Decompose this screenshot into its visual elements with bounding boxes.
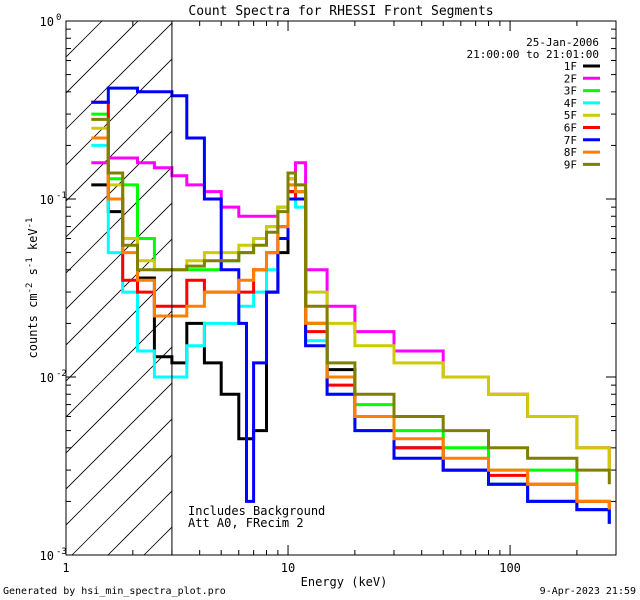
legend-label: 9F: [564, 158, 577, 171]
hatch-stroke: [66, 310, 172, 418]
date-label: 25-Jan-2006: [526, 36, 599, 49]
annotation-background: Includes Background: [188, 504, 325, 518]
y-tick-exponent: -2: [56, 369, 67, 379]
hatch-stroke: [66, 238, 172, 346]
y-tick-label: 10: [40, 549, 54, 563]
legend-label: 3F: [564, 85, 577, 98]
y-label-s: s: [26, 268, 40, 282]
series-4F: [91, 143, 611, 524]
legend-label: 4F: [564, 97, 577, 110]
hatch-stroke: [66, 58, 172, 166]
hatch-stroke: [66, 202, 172, 310]
y-tick-label: 10: [40, 193, 54, 207]
y-tick-label: 10: [40, 371, 54, 385]
y-tick-exponent: -1: [56, 191, 67, 201]
y-tick-label: 10: [40, 15, 54, 29]
y-axis-label: counts cm-2 s-1 keV-1: [25, 218, 40, 359]
y-label-kev: keV: [26, 228, 40, 257]
series-1F: [91, 183, 611, 524]
plot-frame: [65, 20, 617, 556]
series-3F: [91, 112, 610, 503]
time-range-label: 21:00:00 to 21:01:00: [467, 48, 599, 61]
x-tick-label: 100: [499, 561, 521, 575]
hatch-stroke: [66, 418, 172, 526]
footer-date: 9-Apr-2023 21:59: [540, 586, 636, 597]
footer-generated: Generated by hsi_min_spectra_plot.pro: [3, 586, 226, 597]
y-label-exp1: -2: [25, 283, 35, 294]
y-tick-exponent: -3: [56, 547, 67, 557]
hatch-stroke: [66, 346, 172, 454]
hatch-stroke: [66, 274, 172, 382]
legend-label: 1F: [564, 60, 577, 73]
y-label-exp2: -1: [25, 257, 35, 268]
hatch-stroke: [66, 22, 172, 130]
legend-label: 6F: [564, 122, 577, 135]
hatch-stroke: [66, 382, 172, 490]
y-label-main: counts cm: [26, 293, 40, 358]
hatch-stroke: [66, 21, 139, 94]
hatch-stroke: [71, 454, 172, 555]
series-5F: [91, 126, 611, 471]
x-tick-label: 1: [62, 561, 69, 575]
legend-label: 8F: [564, 146, 577, 159]
y-tick-exponent: 0: [56, 13, 61, 23]
legend-label: 7F: [564, 134, 577, 147]
chart-title: Count Spectra for RHESSI Front Segments: [188, 4, 493, 19]
series-9F: [91, 117, 611, 485]
annotation-attenuator: Att A0, FRecim 2: [188, 516, 304, 530]
x-tick-label: 10: [281, 561, 295, 575]
legend-label: 5F: [564, 109, 577, 122]
series-lines: [91, 86, 611, 524]
y-label-exp3: -1: [25, 218, 35, 229]
legend-label: 2F: [564, 72, 577, 85]
hatch-stroke: [66, 94, 172, 202]
x-axis-label: Energy (keV): [301, 575, 388, 589]
